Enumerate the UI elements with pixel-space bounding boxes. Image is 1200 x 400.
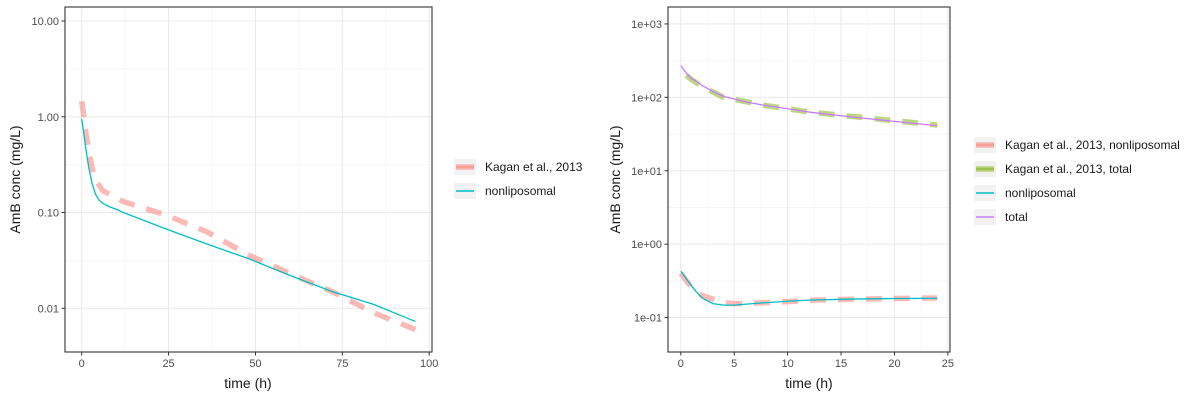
panel-border — [667, 6, 951, 353]
y-axis-title: AmB conc (mg/L) — [7, 125, 23, 233]
legend-label-nonliposomal: nonliposomal — [485, 184, 556, 198]
legend: Kagan et al., 2013, nonliposomal Kagan et… — [974, 137, 1180, 225]
series-line-total — [680, 65, 938, 127]
plot-area — [65, 7, 432, 352]
series-group — [78, 100, 417, 333]
x-tick-label: 25 — [942, 358, 954, 370]
y-tick-label: 0.10 — [38, 208, 59, 220]
y-tick-label: 1e+02 — [631, 92, 662, 104]
legend-label-kagan-et-al-2013-total: Kagan et al., 2013, total — [1005, 162, 1132, 176]
x-tick-label: 75 — [336, 358, 348, 370]
plot-area — [668, 7, 950, 352]
legend: Kagan et al., 2013 nonliposomal — [454, 159, 583, 199]
x-tick-label: 20 — [888, 358, 900, 370]
x-axis-title: time (h) — [785, 375, 832, 391]
series-line-nonliposomal — [81, 118, 416, 323]
x-axis-title: time (h) — [224, 375, 271, 391]
panel-border — [64, 6, 433, 353]
gridlines — [65, 7, 432, 352]
x-tick-label: 0 — [678, 358, 684, 370]
legend-label-kagan-et-al-2013-nonliposomal: Kagan et al., 2013, nonliposomal — [1005, 138, 1180, 152]
series-group — [678, 65, 938, 307]
chart-panel-1: 0 25 50 75 100 0.01 0.10 1.00 10.00 time (h) AmB c… — [7, 6, 583, 391]
gridlines — [668, 7, 950, 352]
axis-ticks: 0 5 10 15 20 25 1e-01 1e+00 1e+01 1e+02 1e+03 — [631, 19, 954, 370]
x-tick-label: 5 — [731, 358, 737, 370]
x-tick-label: 0 — [79, 358, 85, 370]
y-tick-label: 1e-01 — [634, 313, 662, 325]
y-tick-label: 1.00 — [38, 112, 59, 124]
legend-label-kagan-et-al-2013: Kagan et al., 2013 — [485, 160, 583, 174]
y-axis-title: AmB conc (mg/L) — [607, 125, 623, 233]
y-tick-label: 1e+01 — [631, 166, 662, 178]
series-line-nonliposomal — [680, 270, 938, 306]
y-tick-label: 1e+00 — [631, 239, 662, 251]
chart-panel-2: 0 5 10 15 20 25 1e-01 1e+00 1e+01 1e+02 1e+03 time … — [607, 6, 1180, 391]
y-tick-label: 1e+03 — [631, 19, 662, 31]
y-tick-label: 10.00 — [31, 16, 59, 28]
x-tick-label: 10 — [782, 358, 794, 370]
series-line-kagan-et-al-2013 — [78, 100, 417, 333]
legend-label-total: total — [1005, 210, 1028, 224]
y-tick-label: 0.01 — [38, 303, 59, 315]
x-tick-label: 15 — [835, 358, 847, 370]
x-tick-label: 25 — [162, 358, 174, 370]
legend-label-nonliposomal: nonliposomal — [1005, 186, 1076, 200]
x-tick-label: 100 — [420, 358, 438, 370]
x-tick-label: 50 — [249, 358, 261, 370]
axis-ticks: 0 25 50 75 100 0.01 0.10 1.00 10.00 — [31, 16, 438, 370]
